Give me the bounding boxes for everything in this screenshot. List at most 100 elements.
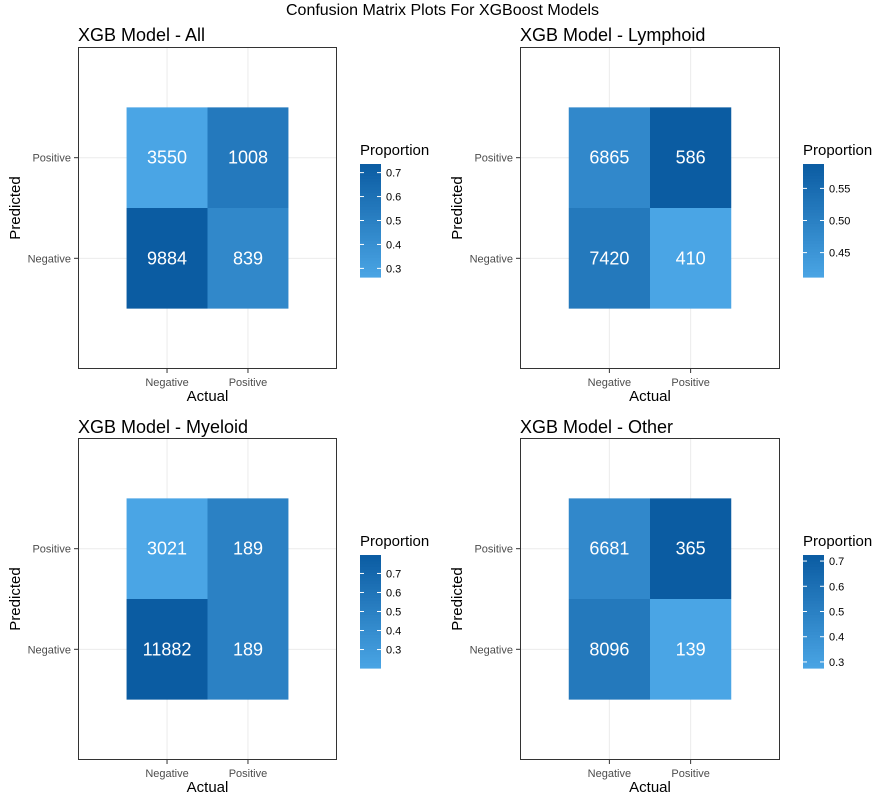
- heatmap-cell: [126, 208, 208, 309]
- colorbar-segment: [360, 569, 381, 573]
- colorbar-segment: [803, 206, 824, 210]
- legend-tick-label: 0.3: [829, 657, 844, 669]
- panel-border: [520, 47, 780, 369]
- heatmap-cell: [207, 208, 289, 309]
- legend-title: Proportion: [803, 142, 872, 159]
- colorbar-segment: [360, 226, 381, 230]
- legend-tick-label: 0.6: [386, 587, 401, 599]
- y-tick-label: Positive: [32, 153, 71, 165]
- colorbar-segment: [360, 651, 381, 655]
- x-tick-label: Negative: [145, 377, 188, 389]
- y-axis-title: Predicted: [449, 176, 466, 239]
- colorbar-segment: [803, 180, 824, 185]
- colorbar-segment: [803, 622, 824, 627]
- colorbar-segment: [360, 172, 381, 176]
- panel-border: [78, 47, 337, 369]
- colorbar-segment: [360, 594, 381, 598]
- panel-border: [520, 438, 780, 760]
- colorbar-segment: [360, 611, 381, 615]
- legend-title: Proportion: [803, 533, 872, 550]
- colorbar-segment: [360, 203, 381, 207]
- colorbar-segment: [803, 178, 824, 182]
- y-axis-title: Predicted: [7, 176, 24, 239]
- colorbar-segment: [360, 200, 381, 205]
- heatmap-cell: [650, 599, 732, 700]
- legend-tick-label: 0.55: [829, 183, 850, 195]
- colorbar-segment: [803, 212, 824, 216]
- colorbar-segment: [360, 645, 381, 649]
- cell-count-label: 11882: [143, 639, 192, 659]
- cell-count-label: 586: [676, 148, 706, 168]
- cell-count-label: 7420: [589, 248, 629, 268]
- cell-count-label: 189: [233, 639, 263, 659]
- colorbar-segment: [360, 175, 381, 179]
- colorbar-segment: [803, 203, 824, 207]
- y-tick-label: Positive: [32, 544, 71, 556]
- colorbar-segment: [360, 597, 381, 601]
- cell-count-label: 139: [676, 639, 706, 659]
- colorbar-segment: [803, 571, 824, 576]
- colorbar-segment: [360, 583, 381, 587]
- colorbar-segment: [360, 603, 381, 607]
- legend-tick-label: 0.50: [829, 216, 850, 228]
- colorbar-segment: [360, 619, 381, 624]
- x-axis-title: Actual: [187, 779, 229, 796]
- colorbar-segment: [803, 651, 824, 655]
- heatmap-cell: [207, 107, 289, 208]
- colorbar-segment: [803, 569, 824, 573]
- colorbar-segment: [803, 653, 824, 658]
- colorbar-segment: [803, 186, 824, 191]
- colorbar-segment: [360, 555, 381, 559]
- colorbar-segment: [360, 212, 381, 216]
- colorbar-segment: [803, 226, 824, 230]
- colorbar-segment: [360, 580, 381, 584]
- y-tick-label: Negative: [470, 253, 513, 265]
- colorbar-segment: [803, 648, 824, 652]
- legend-tick-label: 0.4: [829, 632, 844, 644]
- colorbar-segment: [360, 628, 381, 632]
- colorbar-segment: [360, 183, 381, 188]
- colorbar-segment: [803, 555, 824, 559]
- colorbar-segment: [360, 223, 381, 227]
- colorbar-segment: [360, 240, 381, 244]
- colorbar-segment: [803, 625, 824, 630]
- colorbar-segment: [360, 231, 381, 236]
- colorbar-segment: [360, 237, 381, 241]
- colorbar-segment: [360, 248, 381, 253]
- colorbar-segment: [803, 231, 824, 236]
- colorbar-segment: [803, 645, 824, 649]
- colorbar-segment: [803, 591, 824, 596]
- y-tick-label: Negative: [28, 644, 71, 656]
- colorbar-segment: [803, 659, 824, 663]
- colorbar-segment: [360, 260, 381, 264]
- colorbar-segment: [803, 265, 824, 270]
- heatmap-cell: [126, 107, 208, 208]
- colorbar-segment: [803, 200, 824, 205]
- y-tick-label: Positive: [474, 544, 513, 556]
- heatmap-cell: [568, 208, 650, 309]
- legend-tick-label: 0.5: [829, 607, 844, 619]
- cell-count-label: 410: [676, 248, 706, 268]
- x-tick-label: Positive: [671, 768, 710, 780]
- legend-tick-label: 0.45: [829, 248, 850, 260]
- colorbar-segment: [803, 234, 824, 239]
- cell-count-label: 9884: [147, 248, 187, 268]
- colorbar-segment: [360, 648, 381, 652]
- colorbar-segment: [803, 271, 824, 275]
- colorbar-segment: [803, 268, 824, 272]
- legend-tick-label: 0.6: [829, 581, 844, 593]
- colorbar-segment: [803, 209, 824, 213]
- legend-tick-label: 0.7: [829, 556, 844, 568]
- legend-tick-label: 0.4: [386, 239, 401, 251]
- colorbar-segment: [803, 583, 824, 587]
- colorbar-segment: [360, 608, 381, 613]
- colorbar-segment: [803, 619, 824, 624]
- panel-3: XGB Model - Other 6681 365 8096 139 Negative P…: [449, 417, 872, 796]
- heatmap-cell: [650, 498, 732, 599]
- colorbar-segment: [360, 257, 381, 261]
- heatmap-cell: [568, 107, 650, 208]
- x-tick-label: Negative: [588, 377, 631, 389]
- cell-count-label: 3021: [147, 539, 187, 559]
- colorbar-segment: [360, 656, 381, 661]
